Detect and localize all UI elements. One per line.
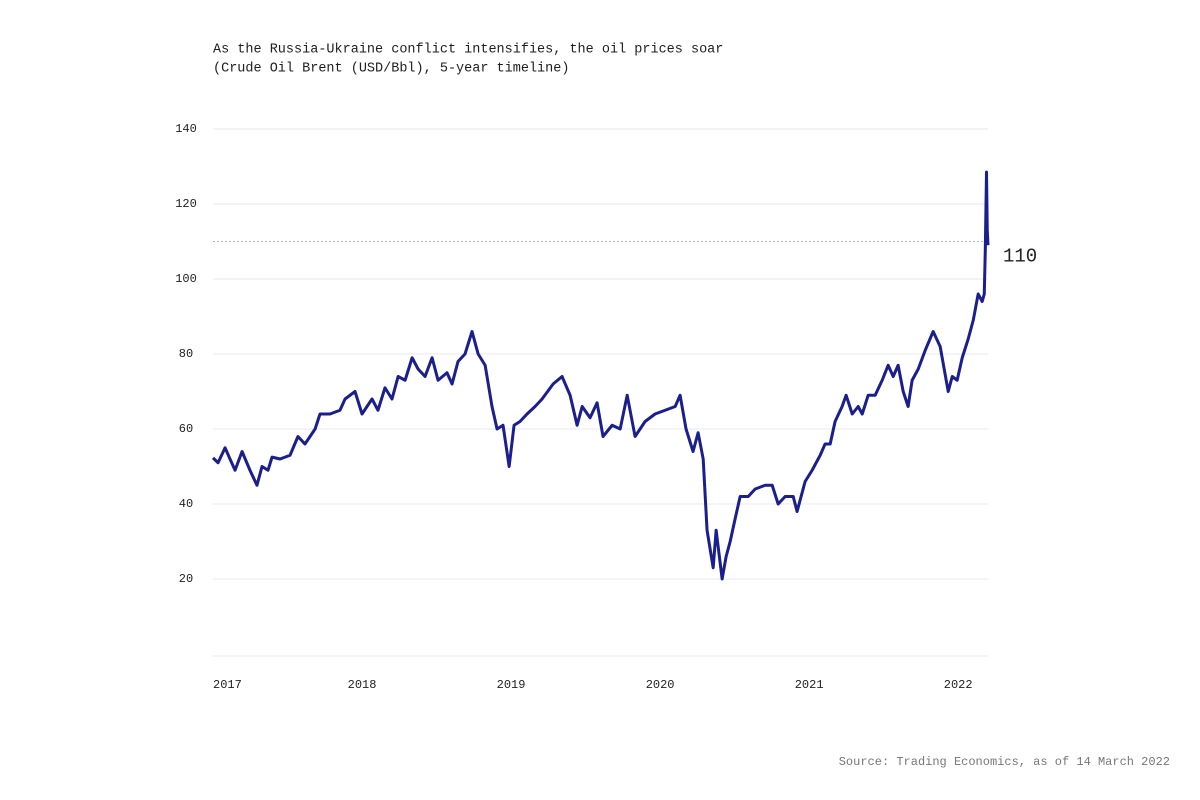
annotation-label: 110 (1003, 246, 1037, 268)
x-tick-label: 2018 (348, 678, 377, 692)
chart-title: As the Russia-Ukraine conflict intensifi… (213, 43, 723, 58)
y-tick-label: 80 (179, 347, 193, 361)
x-tick-label: 2019 (497, 678, 526, 692)
y-tick-label: 120 (175, 197, 197, 211)
x-tick-label: 2017 (213, 678, 242, 692)
y-tick-label: 140 (175, 122, 197, 136)
x-tick-label: 2020 (646, 678, 675, 692)
y-tick-label: 100 (175, 272, 197, 286)
y-tick-label: 20 (179, 572, 193, 586)
y-tick-label: 60 (179, 422, 193, 436)
x-tick-label: 2021 (795, 678, 824, 692)
chart-subtitle: (Crude Oil Brent (USD/Bbl), 5-year timel… (213, 62, 569, 77)
x-tick-label: 2022 (944, 678, 973, 692)
price-line (211, 170, 990, 581)
source: Source: Trading Economics, as of 14 Marc… (839, 755, 1170, 769)
y-tick-label: 40 (179, 497, 193, 511)
